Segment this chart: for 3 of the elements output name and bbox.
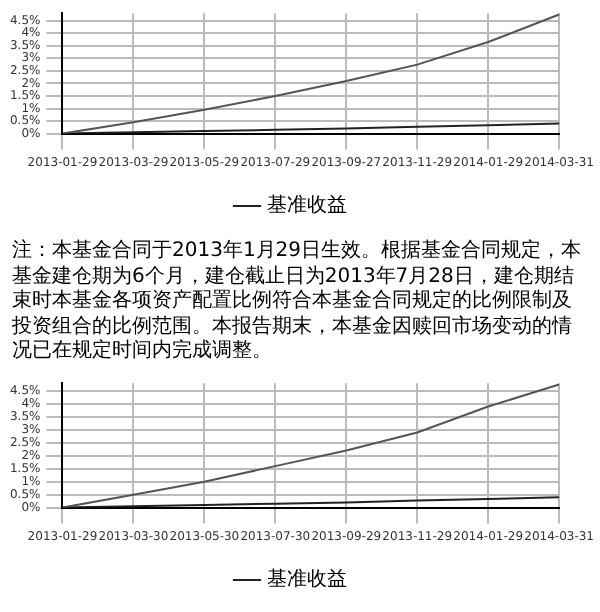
text: 注：本基金合同于2013年1月29日生效。根据基金合同规定，本基金建仓期为6个月，建仓截止日为2013年7月28日，建仓期结束时本基金各项资产配置比例符合本基金合同规定的比例限制及投资组合的比例范围。本报告期末，本基金因赎回市场变动的情况已在规定时间内完成调整。	[12, 240, 584, 365]
legend-label: 基准收益	[267, 566, 347, 591]
legend-label: 基准收益	[267, 193, 347, 218]
